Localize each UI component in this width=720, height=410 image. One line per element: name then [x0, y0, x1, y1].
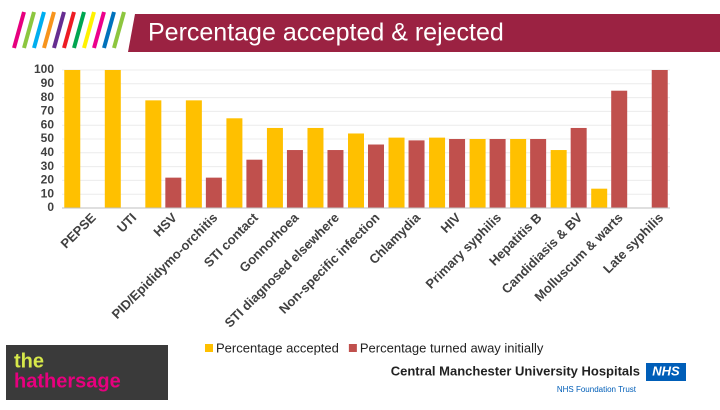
legend-swatch [205, 344, 213, 352]
nhs-badge [646, 363, 686, 381]
y-tick-label: 10 [41, 186, 55, 200]
chart-title: Percentage accepted & rejected [148, 19, 504, 47]
y-tick-label: 60 [41, 117, 55, 131]
bar [368, 144, 384, 208]
bar [570, 127, 587, 208]
bar [226, 118, 243, 208]
y-tick-label: 30 [41, 159, 55, 173]
stripes [12, 11, 126, 49]
legend-swatch [348, 344, 357, 352]
legend-label: Percentage turned away initially [360, 340, 544, 355]
nhs-badge-text: NHS [652, 363, 680, 378]
logo-text: the [14, 350, 44, 372]
trust-sub: NHS Foundation Trust [557, 385, 637, 394]
bar [489, 139, 506, 208]
bar [550, 150, 567, 208]
bar [651, 70, 668, 208]
bar [145, 100, 162, 208]
bar [510, 139, 527, 208]
x-tick-label: UTI [114, 210, 139, 235]
y-tick-label: 100 [34, 62, 54, 76]
bar [246, 159, 263, 208]
bar [449, 139, 466, 208]
bar [348, 133, 364, 208]
logo-text: hathersage [14, 370, 121, 392]
bar [327, 150, 344, 208]
y-tick-label: 40 [41, 145, 55, 159]
bar [408, 140, 425, 208]
bar [286, 150, 303, 208]
bar [530, 139, 547, 208]
x-tick-label: PEPSE [58, 210, 99, 251]
trust-name: Central Manchester University Hospitals [391, 363, 640, 378]
y-tick-label: 50 [41, 131, 55, 145]
bar [165, 177, 182, 208]
y-tick-label: 70 [41, 104, 55, 118]
bar [591, 188, 608, 208]
logo-box [6, 345, 168, 400]
bar [205, 177, 222, 208]
bar [104, 70, 121, 208]
bar [266, 127, 283, 208]
x-tick-label: HSV [150, 210, 180, 240]
bar [185, 100, 202, 208]
y-tick-label: 90 [41, 76, 55, 90]
bar [429, 137, 446, 208]
y-tick-label: 20 [41, 173, 55, 187]
bar [307, 127, 324, 208]
bar [469, 139, 486, 208]
x-tick-label: HIV [438, 210, 464, 236]
bar [388, 137, 405, 208]
y-tick-label: 80 [41, 90, 55, 104]
title-bar [128, 14, 720, 52]
bar [64, 70, 81, 208]
y-tick-label: 0 [47, 200, 54, 214]
legend-label: Percentage accepted [216, 340, 339, 355]
bar [611, 90, 628, 208]
